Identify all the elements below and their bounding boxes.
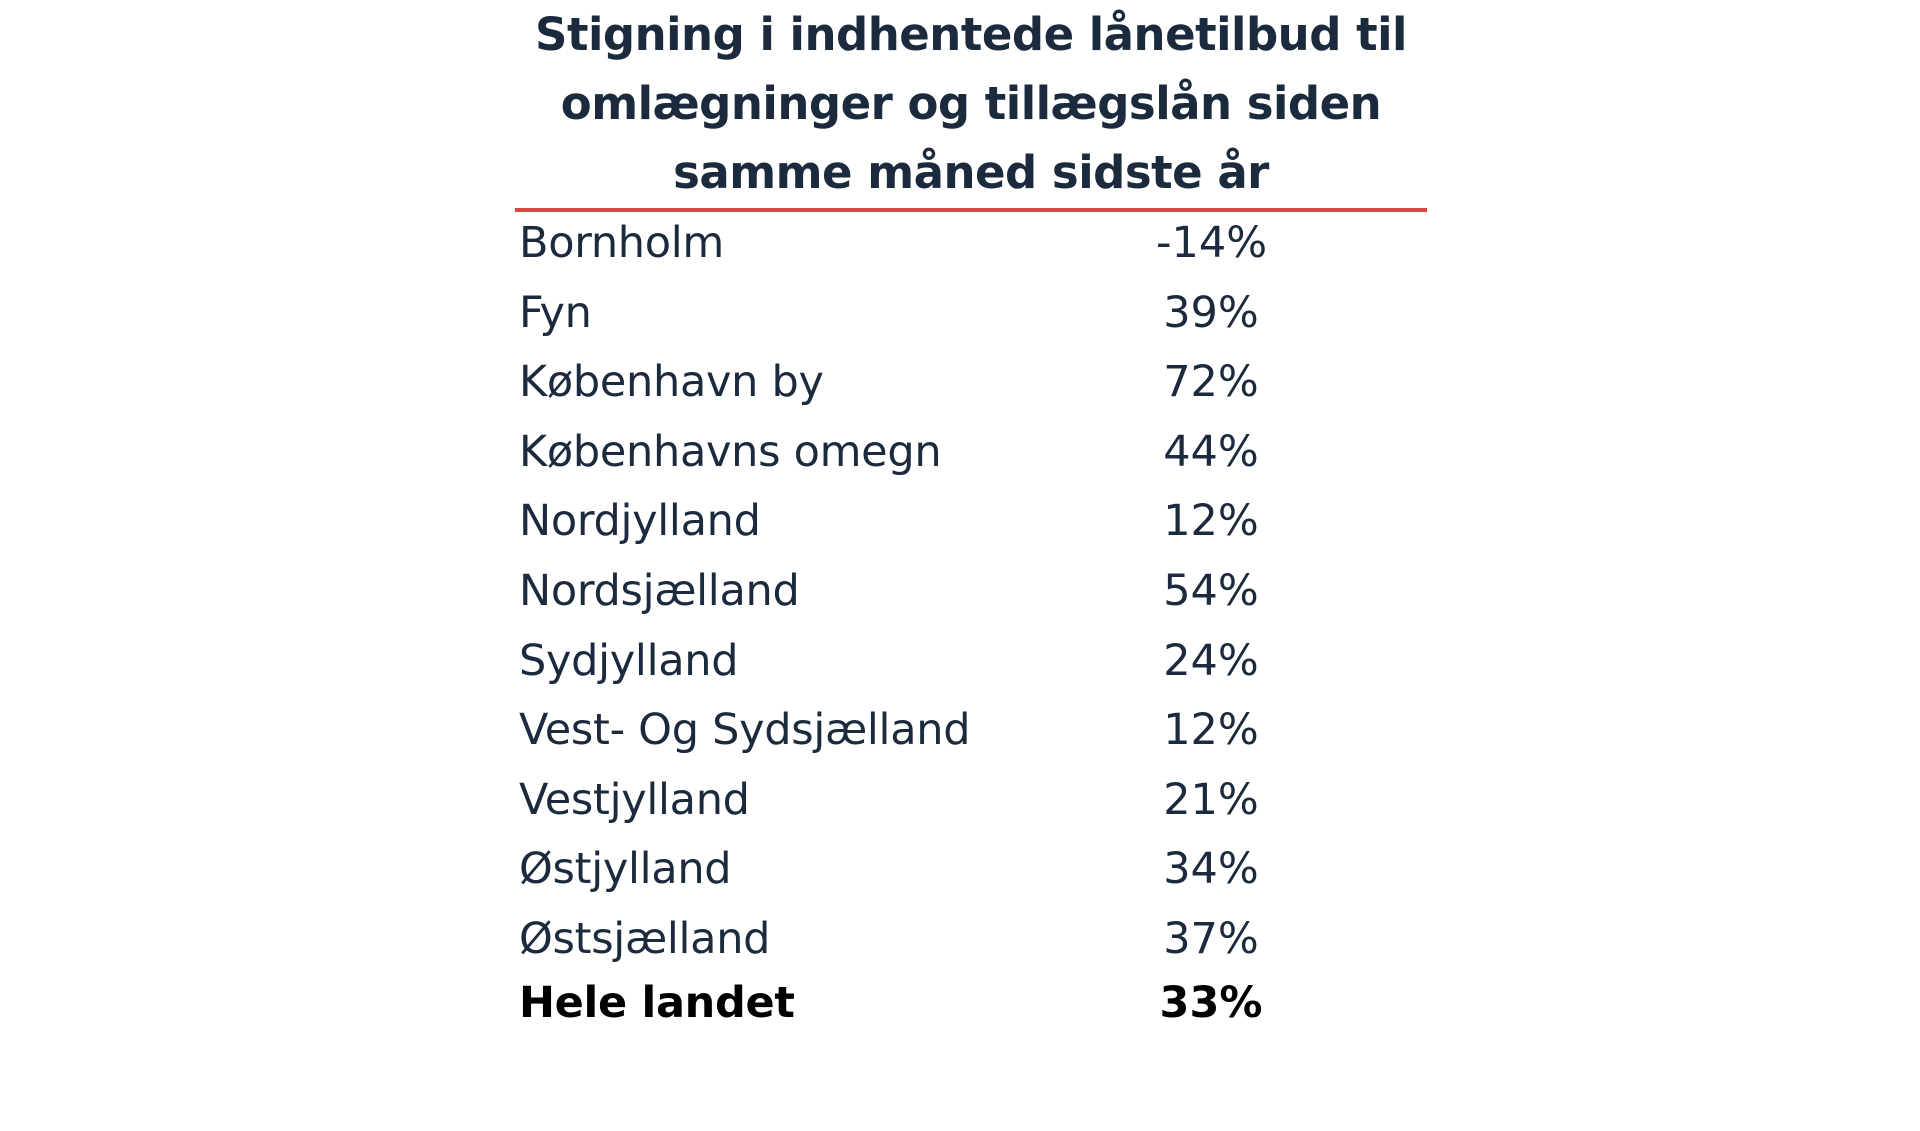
total-row: Hele landet 33% [515,978,1427,1044]
row-label: Sydjylland [519,635,739,686]
row-value: 21% [1163,774,1259,825]
table-body: Bornholm -14% Fyn 39% København by 72% K… [515,212,1427,1044]
total-value: 33% [1159,977,1263,1028]
row-value: 44% [1163,426,1259,477]
row-label: Bornholm [519,218,724,268]
table-row: Østsjælland 37% [515,908,1427,978]
table-title: Stigning i indhentede lånetilbud til oml… [515,0,1427,206]
table-row: Vestjylland 21% [515,769,1427,839]
table-row: Københavns omegn 44% [515,421,1427,491]
table-row: Nordsjælland 54% [515,560,1427,630]
row-label: Københavns omegn [519,426,942,477]
row-label: København by [519,357,824,408]
row-label: Vest- Og Sydsjælland [519,705,971,756]
row-value: 37% [1163,913,1259,964]
row-label: Nordsjælland [519,565,800,616]
title-line-1: Stigning i indhentede lånetilbud til [535,8,1407,61]
table-row: København by 72% [515,351,1427,421]
title-line-2: omlægninger og tillægslån siden [560,77,1382,130]
row-value: 72% [1163,357,1259,408]
row-label: Nordjylland [519,496,761,547]
table-row: Nordjylland 12% [515,490,1427,560]
row-value: 12% [1163,705,1259,756]
header-divider [515,208,1427,212]
row-value: -14% [1156,218,1268,268]
row-value: 34% [1163,844,1259,895]
row-value: 24% [1163,635,1259,686]
row-value: 12% [1163,496,1259,547]
table-row: Sydjylland 24% [515,630,1427,700]
table-row: Vest- Og Sydsjælland 12% [515,699,1427,769]
row-label: Fyn [519,287,592,338]
title-line-3: samme måned sidste år [673,146,1269,199]
row-value: 54% [1163,565,1259,616]
row-value: 39% [1163,287,1259,338]
row-label: Østjylland [519,844,732,895]
row-label: Vestjylland [519,774,750,825]
table-row: Bornholm -14% [515,212,1427,282]
table-row: Fyn 39% [515,282,1427,352]
row-label: Østsjælland [519,913,771,964]
data-table: Stigning i indhentede lånetilbud til oml… [515,0,1427,1044]
table-row: Østjylland 34% [515,838,1427,908]
total-label: Hele landet [519,977,795,1028]
